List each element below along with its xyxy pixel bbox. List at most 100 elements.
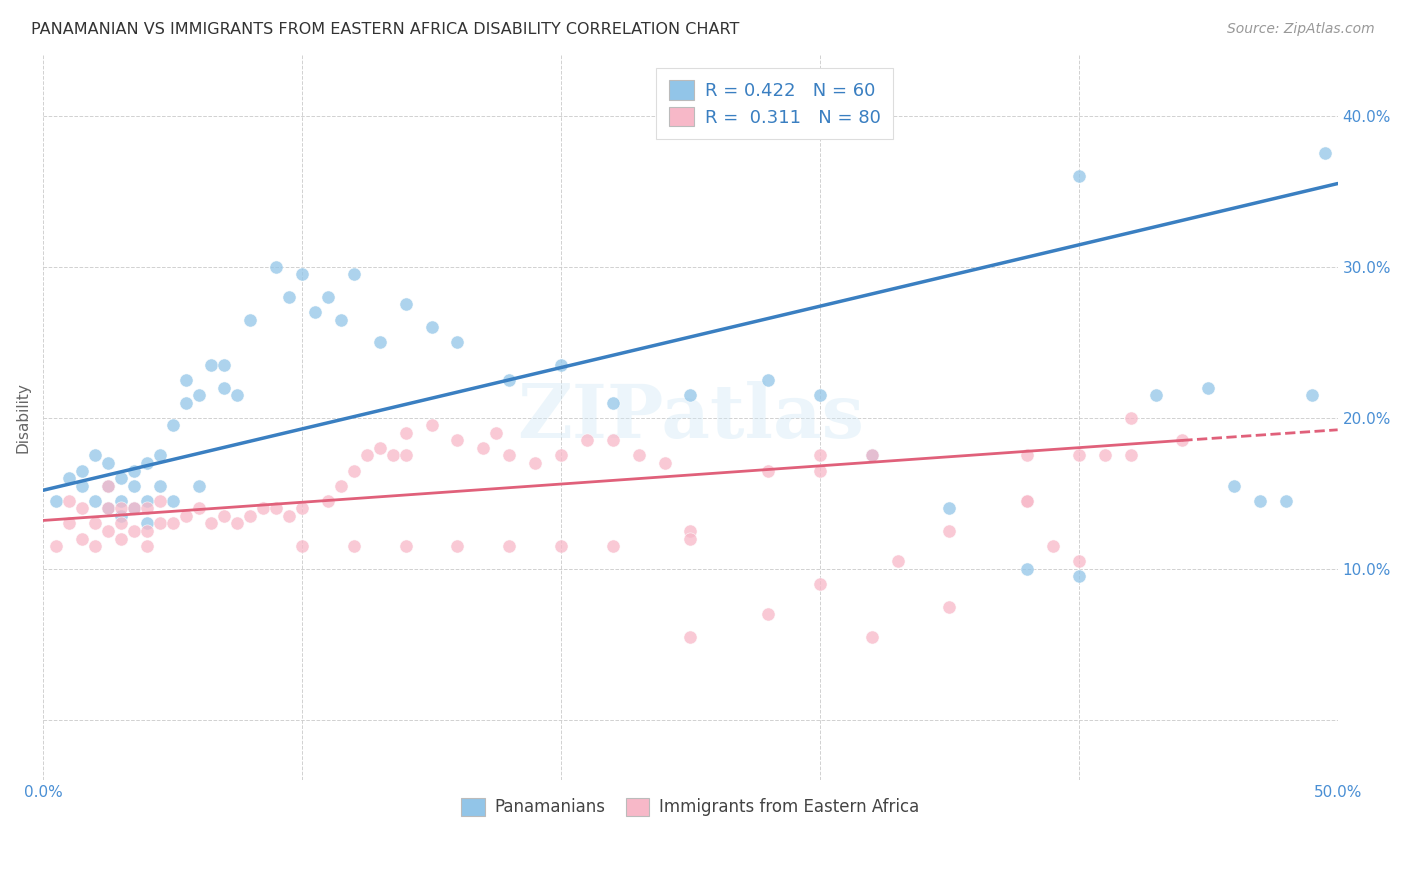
Point bbox=[756, 373, 779, 387]
Point bbox=[110, 501, 132, 516]
Point bbox=[200, 358, 222, 372]
Point bbox=[343, 267, 366, 281]
Point bbox=[498, 373, 520, 387]
Point bbox=[110, 493, 132, 508]
Point bbox=[524, 456, 547, 470]
Point bbox=[110, 532, 132, 546]
Point bbox=[304, 305, 326, 319]
Point bbox=[1197, 380, 1219, 394]
Point bbox=[1067, 569, 1090, 583]
Point bbox=[381, 449, 404, 463]
Point bbox=[70, 479, 93, 493]
Point bbox=[756, 607, 779, 621]
Point bbox=[575, 434, 598, 448]
Point bbox=[1249, 493, 1271, 508]
Point bbox=[135, 501, 157, 516]
Point bbox=[97, 456, 120, 470]
Point bbox=[1015, 493, 1038, 508]
Point bbox=[97, 524, 120, 538]
Point bbox=[1223, 479, 1246, 493]
Point bbox=[84, 516, 107, 531]
Point bbox=[679, 524, 702, 538]
Point bbox=[938, 501, 960, 516]
Point bbox=[110, 508, 132, 523]
Point bbox=[226, 388, 249, 402]
Point bbox=[1067, 449, 1090, 463]
Point bbox=[679, 630, 702, 644]
Point bbox=[214, 358, 236, 372]
Point bbox=[162, 418, 184, 433]
Point bbox=[550, 539, 572, 553]
Point bbox=[97, 501, 120, 516]
Point bbox=[174, 508, 197, 523]
Point bbox=[200, 516, 222, 531]
Point bbox=[149, 493, 172, 508]
Point bbox=[368, 335, 391, 350]
Point bbox=[1067, 169, 1090, 183]
Y-axis label: Disability: Disability bbox=[15, 383, 30, 453]
Point bbox=[808, 388, 831, 402]
Point bbox=[356, 449, 378, 463]
Point bbox=[1313, 146, 1336, 161]
Point bbox=[756, 464, 779, 478]
Point bbox=[602, 434, 624, 448]
Point bbox=[187, 501, 209, 516]
Point bbox=[446, 539, 468, 553]
Point bbox=[45, 493, 67, 508]
Point bbox=[1301, 388, 1323, 402]
Point bbox=[679, 388, 702, 402]
Point bbox=[485, 425, 508, 440]
Point bbox=[264, 501, 287, 516]
Point bbox=[135, 524, 157, 538]
Point bbox=[252, 501, 274, 516]
Point bbox=[860, 449, 883, 463]
Point bbox=[627, 449, 650, 463]
Point bbox=[472, 441, 495, 455]
Point bbox=[316, 290, 339, 304]
Point bbox=[808, 449, 831, 463]
Point bbox=[343, 464, 366, 478]
Point bbox=[938, 524, 960, 538]
Point bbox=[420, 418, 443, 433]
Point bbox=[122, 501, 145, 516]
Point bbox=[70, 532, 93, 546]
Point bbox=[602, 539, 624, 553]
Point bbox=[122, 501, 145, 516]
Point bbox=[498, 449, 520, 463]
Point bbox=[239, 508, 262, 523]
Point bbox=[1094, 449, 1116, 463]
Point bbox=[1119, 410, 1142, 425]
Point bbox=[70, 501, 93, 516]
Point bbox=[1042, 539, 1064, 553]
Point bbox=[446, 434, 468, 448]
Point bbox=[162, 516, 184, 531]
Point bbox=[214, 508, 236, 523]
Point bbox=[1015, 449, 1038, 463]
Legend: Panamanians, Immigrants from Eastern Africa: Panamanians, Immigrants from Eastern Afr… bbox=[451, 788, 929, 826]
Point bbox=[1275, 493, 1298, 508]
Point bbox=[808, 577, 831, 591]
Text: Source: ZipAtlas.com: Source: ZipAtlas.com bbox=[1227, 22, 1375, 37]
Point bbox=[938, 599, 960, 614]
Point bbox=[1119, 449, 1142, 463]
Point bbox=[110, 471, 132, 485]
Point bbox=[329, 479, 352, 493]
Point bbox=[278, 290, 301, 304]
Point bbox=[97, 479, 120, 493]
Point bbox=[446, 335, 468, 350]
Point bbox=[135, 456, 157, 470]
Point bbox=[187, 388, 209, 402]
Point bbox=[368, 441, 391, 455]
Point bbox=[329, 312, 352, 326]
Point bbox=[58, 493, 80, 508]
Point bbox=[264, 260, 287, 274]
Point bbox=[1171, 434, 1194, 448]
Point bbox=[886, 554, 908, 568]
Point bbox=[1067, 554, 1090, 568]
Point bbox=[122, 464, 145, 478]
Point bbox=[174, 373, 197, 387]
Point bbox=[84, 493, 107, 508]
Point bbox=[343, 539, 366, 553]
Point bbox=[1015, 562, 1038, 576]
Point bbox=[70, 464, 93, 478]
